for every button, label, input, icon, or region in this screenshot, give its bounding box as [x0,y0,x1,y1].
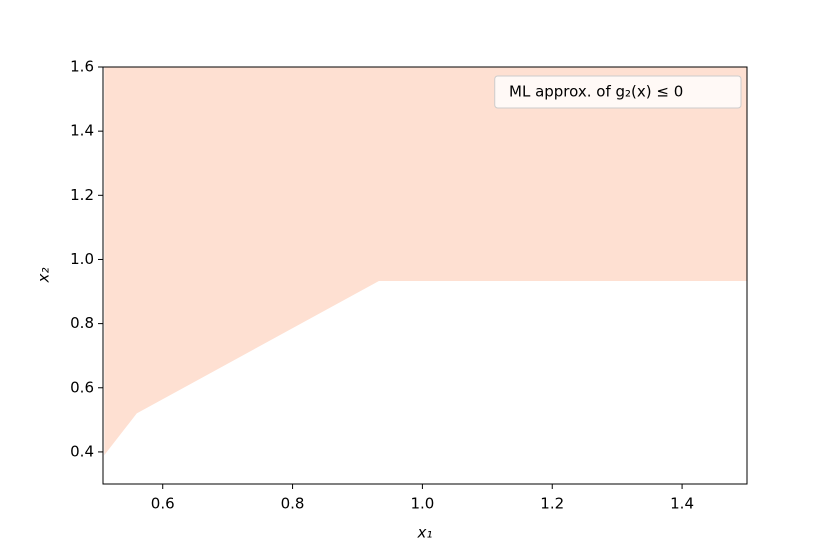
y-tick-label: 1.4 [70,122,94,140]
legend-box [494,75,742,109]
y-tick-label: 1.6 [70,58,94,76]
y-tick-label: 0.6 [70,378,94,396]
x-tick-label: 1.2 [540,495,564,513]
x-tick-label: 1.0 [410,495,434,513]
y-tick-label: 1.2 [70,186,94,204]
legend: ML approx. of g₂(x) ≤ 0 [456,75,742,109]
x-tick-label: 0.8 [281,495,305,513]
legend-label: ML approx. of g₂(x) ≤ 0 [509,83,683,101]
y-tick-label: 0.4 [70,442,94,460]
x-tick-label: 0.6 [151,495,175,513]
y-tick-label: 1.0 [70,250,94,268]
x-axis-label: x₁ [417,524,433,542]
y-axis-label: x₂ [35,268,53,284]
y-tick-label: 0.8 [70,314,94,332]
x-tick-label: 1.4 [670,495,694,513]
legend-swatch [456,85,494,99]
plot-frame [102,66,748,485]
area [104,67,747,456]
